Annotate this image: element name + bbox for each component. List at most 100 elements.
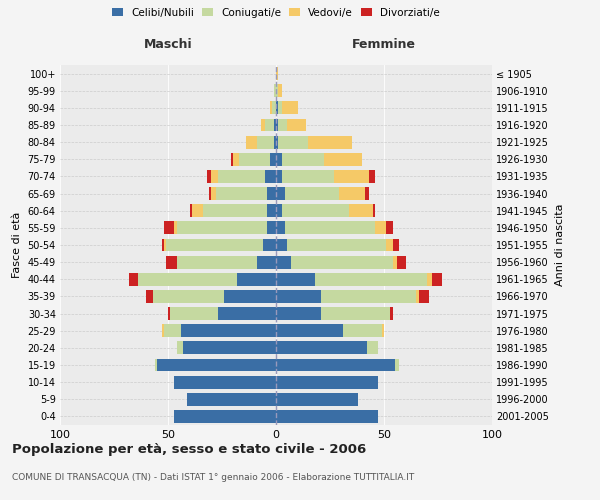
Bar [268, 187, 276, 200]
Bar [276, 324, 343, 337]
Y-axis label: Anni di nascita: Anni di nascita [554, 204, 565, 286]
Bar [265, 170, 276, 183]
Bar [138, 273, 237, 285]
Bar [365, 187, 369, 200]
Bar [291, 256, 392, 268]
Text: COMUNE DI TRANSACQUA (TN) - Dati ISTAT 1° gennaio 2006 - Elaborazione TUTTITALIA: COMUNE DI TRANSACQUA (TN) - Dati ISTAT 1… [12, 472, 414, 482]
Bar [283, 102, 298, 114]
Bar [334, 170, 369, 183]
Bar [276, 102, 278, 114]
Bar [176, 342, 183, 354]
Bar [268, 204, 276, 217]
Bar [276, 256, 291, 268]
Bar [239, 153, 269, 166]
Bar [233, 153, 239, 166]
Bar [276, 393, 358, 406]
Bar [397, 256, 406, 268]
Bar [391, 307, 392, 320]
Bar [181, 324, 276, 337]
Bar [287, 238, 386, 252]
Bar [164, 238, 166, 252]
Bar [315, 273, 427, 285]
Bar [183, 342, 276, 354]
Bar [203, 204, 268, 217]
Bar [268, 222, 276, 234]
Bar [211, 170, 218, 183]
Bar [257, 256, 276, 268]
Bar [284, 187, 338, 200]
Bar [276, 170, 283, 183]
Bar [373, 204, 376, 217]
Bar [276, 238, 287, 252]
Bar [287, 118, 306, 132]
Bar [349, 204, 373, 217]
Bar [161, 324, 164, 337]
Y-axis label: Fasce di età: Fasce di età [12, 212, 22, 278]
Text: Maschi: Maschi [143, 38, 193, 52]
Bar [257, 136, 274, 148]
Bar [272, 102, 276, 114]
Bar [274, 118, 276, 132]
Bar [276, 273, 315, 285]
Bar [343, 324, 382, 337]
Bar [431, 273, 442, 285]
Bar [382, 324, 384, 337]
Bar [276, 410, 377, 423]
Bar [283, 170, 334, 183]
Bar [237, 273, 276, 285]
Bar [261, 118, 265, 132]
Legend: Celibi/Nubili, Coniugati/e, Vedovi/e, Divorziati/e: Celibi/Nubili, Coniugati/e, Vedovi/e, Di… [112, 8, 440, 18]
Bar [322, 307, 391, 320]
Bar [176, 256, 257, 268]
Bar [146, 290, 153, 303]
Bar [283, 204, 349, 217]
Bar [168, 307, 170, 320]
Bar [278, 102, 283, 114]
Bar [218, 170, 265, 183]
Bar [276, 67, 278, 80]
Bar [187, 393, 276, 406]
Bar [276, 118, 278, 132]
Bar [392, 256, 397, 268]
Bar [129, 273, 138, 285]
Bar [265, 118, 274, 132]
Bar [308, 136, 352, 148]
Bar [207, 170, 211, 183]
Bar [157, 358, 276, 372]
Bar [369, 170, 376, 183]
Bar [175, 410, 276, 423]
Bar [274, 84, 276, 97]
Bar [386, 238, 392, 252]
Bar [276, 376, 377, 388]
Bar [175, 376, 276, 388]
Bar [230, 153, 233, 166]
Bar [276, 358, 395, 372]
Bar [367, 342, 377, 354]
Bar [276, 222, 284, 234]
Bar [427, 273, 431, 285]
Bar [395, 358, 399, 372]
Bar [224, 290, 276, 303]
Bar [269, 102, 272, 114]
Bar [246, 136, 257, 148]
Bar [166, 256, 176, 268]
Bar [276, 290, 322, 303]
Text: Popolazione per età, sesso e stato civile - 2006: Popolazione per età, sesso e stato civil… [12, 442, 366, 456]
Bar [164, 324, 181, 337]
Bar [192, 204, 203, 217]
Bar [218, 307, 276, 320]
Bar [166, 238, 263, 252]
Bar [323, 153, 362, 166]
Bar [209, 187, 211, 200]
Bar [155, 358, 157, 372]
Bar [276, 342, 367, 354]
Bar [164, 222, 175, 234]
Bar [283, 153, 323, 166]
Bar [284, 222, 376, 234]
Bar [276, 153, 283, 166]
Bar [211, 187, 215, 200]
Bar [276, 84, 278, 97]
Bar [376, 222, 386, 234]
Bar [161, 238, 164, 252]
Bar [276, 204, 283, 217]
